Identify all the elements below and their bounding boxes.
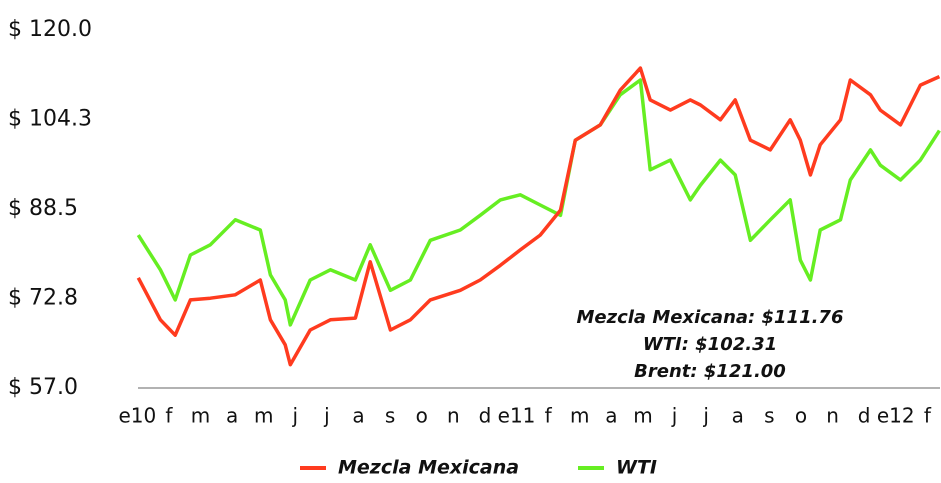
y-tick-label: $ 72.8 bbox=[8, 286, 78, 311]
annotation: Brent: $121.00 bbox=[634, 361, 786, 382]
x-tick-label: a bbox=[732, 404, 744, 428]
x-tick-label: j bbox=[323, 404, 330, 428]
x-tick-label: o bbox=[795, 404, 807, 428]
x-tick-label: d bbox=[479, 404, 492, 428]
y-tick-label: $ 88.5 bbox=[8, 196, 78, 221]
x-tick-label: s bbox=[385, 404, 395, 428]
x-tick-label: n bbox=[826, 404, 839, 428]
x-tick-label: m bbox=[633, 404, 652, 428]
x-tick-label: f bbox=[165, 404, 173, 428]
x-tick-label: j bbox=[671, 404, 678, 428]
x-tick-label: a bbox=[605, 404, 617, 428]
legend-label: Mezcla Mexicana bbox=[338, 457, 519, 479]
annotation: Mezcla Mexicana: $111.76 bbox=[577, 307, 844, 328]
y-tick-label: $ 104.3 bbox=[8, 107, 92, 132]
x-tick-label: e10 bbox=[118, 404, 156, 428]
x-tick-label: n bbox=[447, 404, 460, 428]
x-tick-label: d bbox=[858, 404, 871, 428]
x-tick-label: a bbox=[226, 404, 238, 428]
x-tick-label: a bbox=[352, 404, 364, 428]
x-tick-label: m bbox=[254, 404, 273, 428]
x-tick-label: f bbox=[924, 404, 932, 428]
x-tick-label: e11 bbox=[498, 404, 536, 428]
y-tick-label: $ 57.0 bbox=[8, 375, 78, 400]
legend-label: WTI bbox=[616, 457, 657, 479]
x-tick-label: m bbox=[191, 404, 210, 428]
x-tick-label: j bbox=[702, 404, 709, 428]
x-tick-label: o bbox=[416, 404, 428, 428]
x-tick-label: f bbox=[545, 404, 553, 428]
series-line bbox=[136, 78, 941, 327]
annotation: WTI: $102.31 bbox=[643, 334, 777, 355]
x-tick-label: s bbox=[764, 404, 774, 428]
series-line bbox=[136, 66, 941, 367]
y-tick-label: $ 120.0 bbox=[8, 17, 92, 42]
x-tick-label: e12 bbox=[877, 404, 915, 428]
x-tick-label: j bbox=[292, 404, 299, 428]
x-tick-label: m bbox=[570, 404, 589, 428]
